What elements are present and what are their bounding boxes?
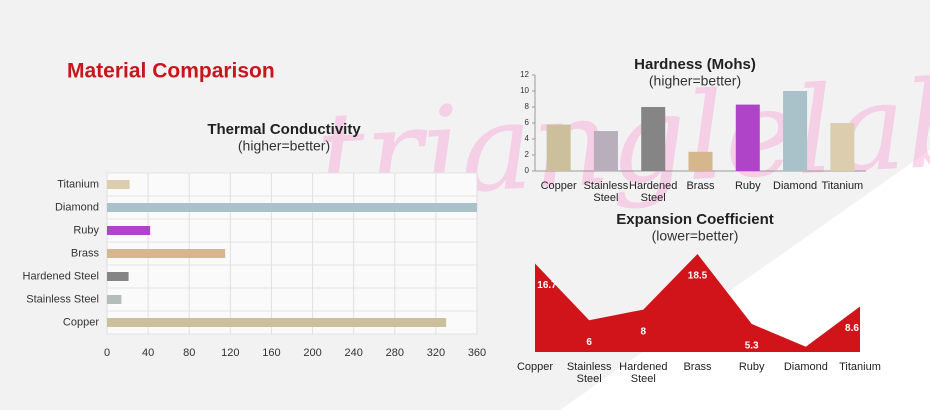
bar	[593, 131, 618, 171]
x-tick-label: Stainless Steel	[583, 180, 629, 204]
area	[535, 254, 860, 352]
bar	[546, 124, 571, 171]
data-label: 8	[641, 326, 647, 337]
x-tick-label: 0	[104, 347, 110, 359]
y-tick-label: Stainless Steel	[26, 293, 99, 305]
chart-subtitle: (higher=better)	[649, 73, 741, 89]
chart-subtitle: (higher=better)	[238, 138, 330, 154]
x-tick-label: 200	[303, 347, 321, 359]
data-label: 8.6	[845, 323, 859, 334]
bar	[830, 123, 855, 171]
chart-title: Expansion Coefficient	[616, 211, 774, 228]
bar	[641, 107, 666, 171]
bar	[107, 318, 447, 327]
x-tick-label: 280	[386, 347, 404, 359]
y-tick-label: Copper	[63, 316, 99, 328]
bar	[107, 203, 477, 212]
data-label: 16.7	[537, 280, 557, 291]
y-tick-label: Ruby	[73, 224, 99, 236]
bar	[107, 295, 122, 304]
x-tick-label: Titanium	[839, 361, 881, 373]
bar	[107, 180, 130, 189]
x-tick-label: Brass	[686, 180, 715, 192]
bar	[688, 151, 713, 171]
y-tick-label: Brass	[71, 247, 100, 259]
x-tick-label: Hardened Steel	[619, 361, 668, 385]
data-label: 5.3	[745, 341, 759, 352]
x-tick-label: 240	[344, 347, 362, 359]
y-tick-label: 10	[520, 86, 529, 95]
y-tick-label: 6	[525, 118, 530, 127]
x-tick-label: Ruby	[738, 361, 765, 373]
y-tick-label: 4	[525, 134, 530, 143]
x-tick-label: 320	[427, 347, 445, 359]
chart-title: Thermal Conductivity	[207, 121, 361, 138]
x-tick-label: Ruby	[734, 180, 761, 192]
y-tick-label: Diamond	[55, 201, 99, 213]
bar	[783, 91, 808, 171]
bar	[107, 226, 151, 235]
x-tick-label: Diamond	[773, 180, 818, 192]
y-tick-label: 8	[525, 102, 530, 111]
chart-title: Hardness (Mohs)	[634, 56, 756, 73]
data-label: 6	[586, 337, 592, 348]
y-tick-label: 0	[525, 166, 530, 175]
y-tick-label: 2	[525, 150, 530, 159]
data-label: 18.5	[688, 271, 708, 282]
x-tick-label: 160	[262, 347, 280, 359]
bar	[107, 272, 129, 281]
y-tick-label: 12	[520, 70, 529, 79]
x-tick-label: Copper	[516, 361, 554, 373]
x-tick-label: 40	[142, 347, 154, 359]
bar	[107, 249, 226, 258]
x-tick-label: Copper	[540, 180, 577, 192]
x-tick-label: 360	[468, 347, 486, 359]
x-tick-label: Brass	[683, 361, 712, 373]
y-tick-label: Hardened Steel	[23, 270, 99, 282]
x-tick-label: 120	[221, 347, 239, 359]
x-tick-label: Titanium	[821, 180, 864, 192]
chart-subtitle: (lower=better)	[652, 228, 739, 244]
x-tick-label: Diamond	[783, 361, 828, 373]
page-title: Material Comparison	[67, 60, 275, 83]
y-tick-label: Titanium	[57, 178, 99, 190]
bar	[735, 104, 760, 171]
x-tick-label: Hardened Steel	[629, 180, 678, 204]
x-tick-label: Stainless Steel	[566, 361, 612, 385]
x-tick-label: 80	[183, 347, 195, 359]
